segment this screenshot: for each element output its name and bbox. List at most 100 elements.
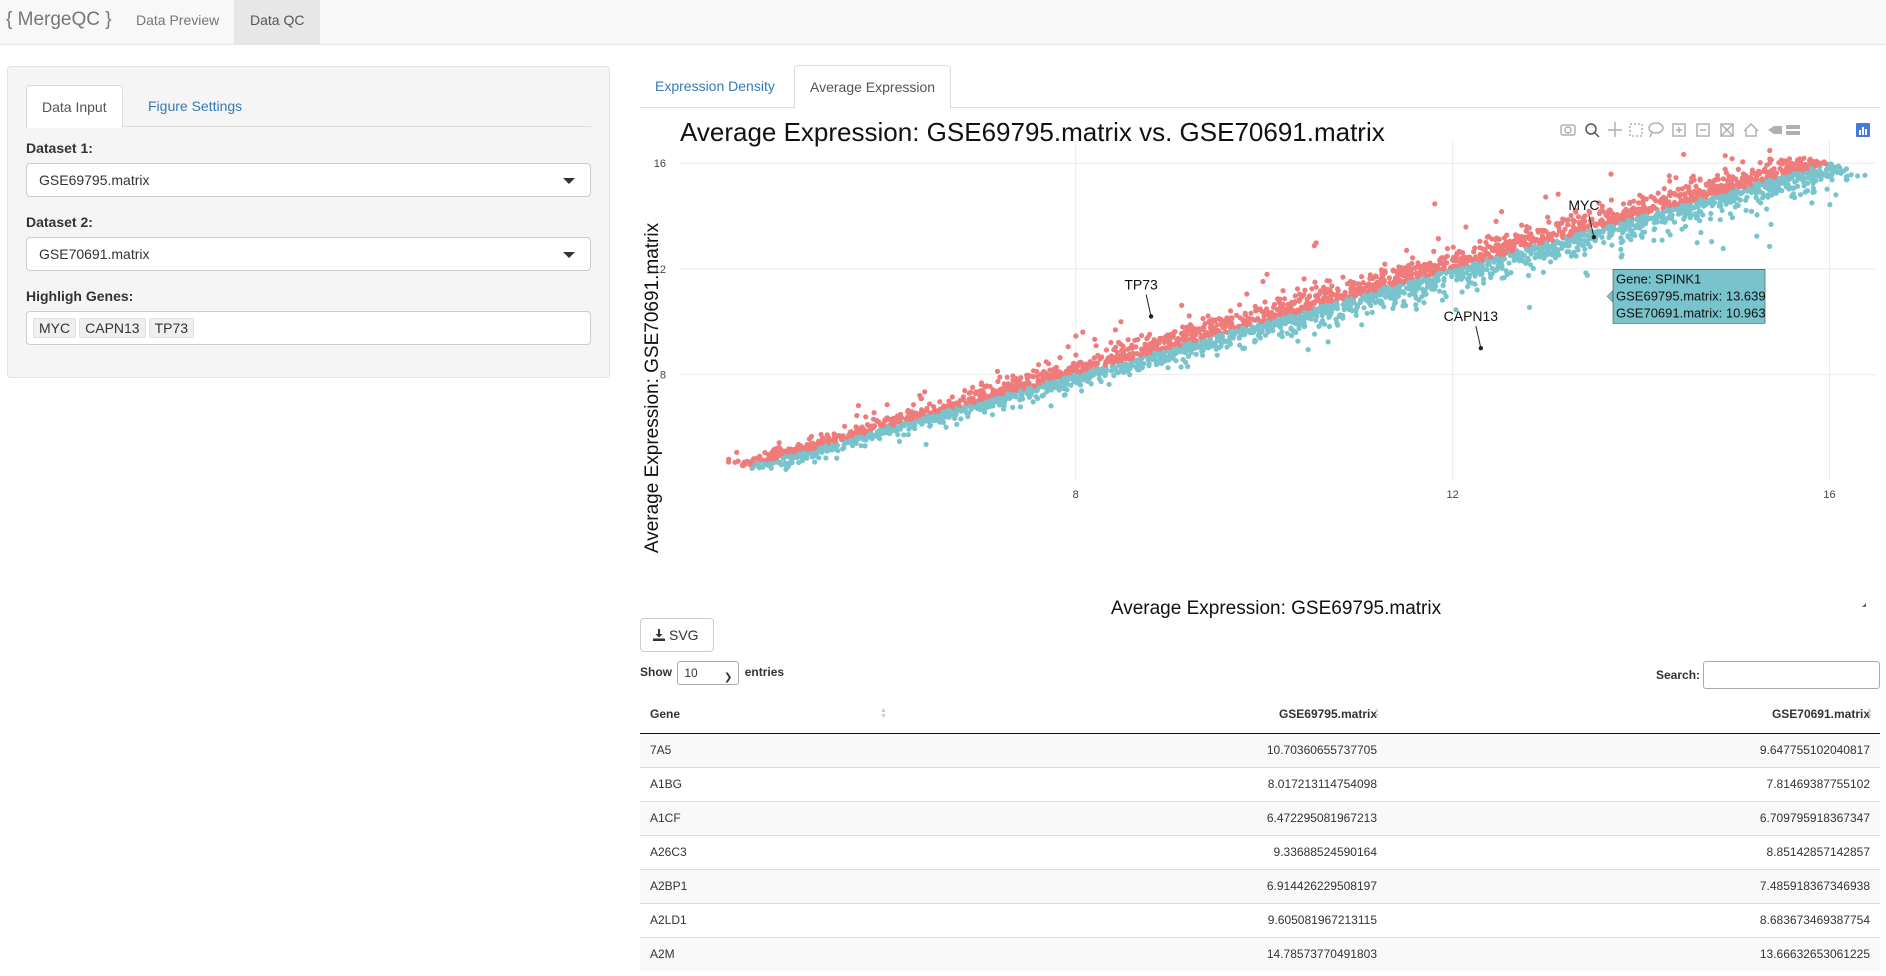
scatter-point: [1445, 268, 1451, 274]
scatter-point: [1618, 240, 1624, 246]
column-header-gse70691[interactable]: GSE70691.matrix ▲ ▼: [1387, 696, 1880, 734]
scatter-point: [1253, 308, 1259, 314]
table-row[interactable]: A2BP1 6.914426229508197 7.485918367346938: [640, 868, 1880, 903]
nav-data-qc[interactable]: Data QC: [234, 0, 321, 44]
scatter-point: [1821, 159, 1827, 165]
annotation-arrow: [1145, 294, 1152, 317]
scatter-point: [1764, 206, 1770, 212]
scatter-point: [1374, 279, 1380, 285]
column-header-gse69795[interactable]: GSE69795.matrix ▲ ▼: [894, 696, 1387, 734]
scatter-point: [1754, 233, 1760, 239]
zoom-in-icon[interactable]: [1672, 123, 1686, 137]
scatter-point: [952, 415, 958, 421]
y-tick-label: 16: [654, 158, 666, 170]
scatter-point: [744, 460, 750, 466]
scatter-point: [1391, 281, 1397, 287]
table-row[interactable]: A26C3 9.33688524590164 8.85142857142857: [640, 834, 1880, 869]
autoscale-icon[interactable]: [1720, 123, 1734, 137]
reset-axes-icon[interactable]: [1743, 122, 1759, 137]
annotation-point: [1591, 234, 1597, 240]
genes-input[interactable]: MYC CAPN13 TP73: [26, 311, 591, 345]
spike-lines-icon[interactable]: [1768, 126, 1782, 134]
average-expression-chart[interactable]: MYC TP73 CAPN13 8 12 16 8 12 16 Average Express…: [640, 110, 1886, 620]
scatter-point: [1477, 245, 1483, 251]
scatter-point: [1575, 247, 1581, 253]
scatter-point: [1587, 210, 1593, 216]
scatter-point: [1185, 341, 1191, 347]
scatter-point: [943, 424, 949, 430]
scatter-point: [1759, 176, 1765, 182]
scatter-point: [1144, 347, 1150, 353]
table-row[interactable]: A2M 14.78573770491803 13.66632653061225: [640, 936, 1880, 971]
tab-figure-settings[interactable]: Figure Settings: [148, 98, 243, 114]
scatter-point: [1666, 214, 1672, 220]
scatter-point: [1620, 230, 1626, 236]
dataset1-select[interactable]: GSE69795.matrix: [26, 163, 591, 197]
scatter-point: [1675, 186, 1681, 192]
scatter-point: [1606, 227, 1612, 233]
pan-icon[interactable]: [1608, 122, 1622, 137]
scatter-point: [937, 399, 943, 405]
scatter-point: [1518, 242, 1524, 248]
scatter-point: [1499, 262, 1505, 268]
annotation-label: MYC: [1568, 197, 1599, 213]
scatter-point: [1135, 367, 1141, 373]
scatter-point: [1177, 342, 1183, 348]
scatter-point: [1459, 255, 1465, 261]
scatter-point: [1125, 337, 1131, 343]
scatter-point: [985, 399, 991, 405]
zoom-out-icon[interactable]: [1696, 123, 1710, 137]
dataset2-select[interactable]: GSE70691.matrix: [26, 237, 591, 271]
scatter-point: [1354, 304, 1361, 310]
scatter-point: [1092, 336, 1098, 342]
scatter-point: [1539, 234, 1546, 241]
column-header-gene[interactable]: Gene ▲ ▼: [640, 696, 894, 734]
scatter-point: [1373, 274, 1379, 280]
scatter-point: [1666, 173, 1672, 179]
scatter-point: [1689, 189, 1695, 195]
scatter-point: [1694, 240, 1700, 246]
scatter-point: [1005, 391, 1011, 397]
scatter-point: [1739, 176, 1746, 182]
scatter-point: [1265, 319, 1271, 325]
scatter-point: [971, 399, 977, 405]
tab-data-input[interactable]: Data Input: [26, 85, 123, 128]
gene-tag[interactable]: TP73: [148, 318, 195, 338]
scatter-point: [962, 404, 968, 411]
gene-tag[interactable]: CAPN13: [79, 318, 146, 338]
scatter-point: [1809, 200, 1815, 206]
zoom-icon[interactable]: [1585, 123, 1600, 138]
compare-hover-icon[interactable]: [1786, 125, 1800, 135]
search-input[interactable]: [1703, 661, 1880, 689]
table-row[interactable]: A2LD1 9.605081967213115 8.683673469387754: [640, 902, 1880, 937]
app-brand[interactable]: { MergeQC }: [6, 9, 112, 30]
lasso-icon[interactable]: [1648, 122, 1664, 138]
scatter-point: [1714, 172, 1721, 178]
scatter-point: [1530, 238, 1536, 244]
scatter-point: [1463, 260, 1469, 266]
scatter-point: [1667, 178, 1673, 184]
table-row[interactable]: 7A5 10.70360655737705 9.647755102040817: [640, 732, 1880, 767]
scatter-point: [1545, 214, 1551, 220]
scatter-point: [1434, 263, 1440, 269]
resize-handle-icon[interactable]: [1862, 603, 1866, 607]
entries-select[interactable]: 10 ❯: [677, 661, 740, 685]
scatter-point: [984, 383, 990, 389]
scatter-point: [1294, 286, 1301, 292]
table-row[interactable]: A1CF 6.472295081967213 6.709795918367347: [640, 800, 1880, 835]
camera-icon[interactable]: [1560, 124, 1576, 136]
scatter-point: [1469, 256, 1475, 263]
nav-data-preview[interactable]: Data Preview: [136, 12, 220, 28]
table-row[interactable]: A1BG 8.017213114754098 7.81469387755102: [640, 766, 1880, 801]
box-select-icon[interactable]: [1629, 123, 1643, 137]
scatter-point: [1494, 266, 1500, 272]
scatter-point: [1621, 224, 1627, 230]
scatter-point: [927, 401, 933, 407]
scatter-point: [1735, 202, 1741, 209]
tooltip-line: GSE70691.matrix: 10.963: [1616, 305, 1766, 320]
gene-tag[interactable]: MYC: [33, 318, 77, 338]
tab-average-expression[interactable]: Average Expression: [794, 65, 952, 109]
download-svg-button[interactable]: SVG: [640, 618, 714, 652]
scatter-point: [1222, 338, 1229, 344]
tab-expression-density[interactable]: Expression Density: [655, 78, 775, 94]
